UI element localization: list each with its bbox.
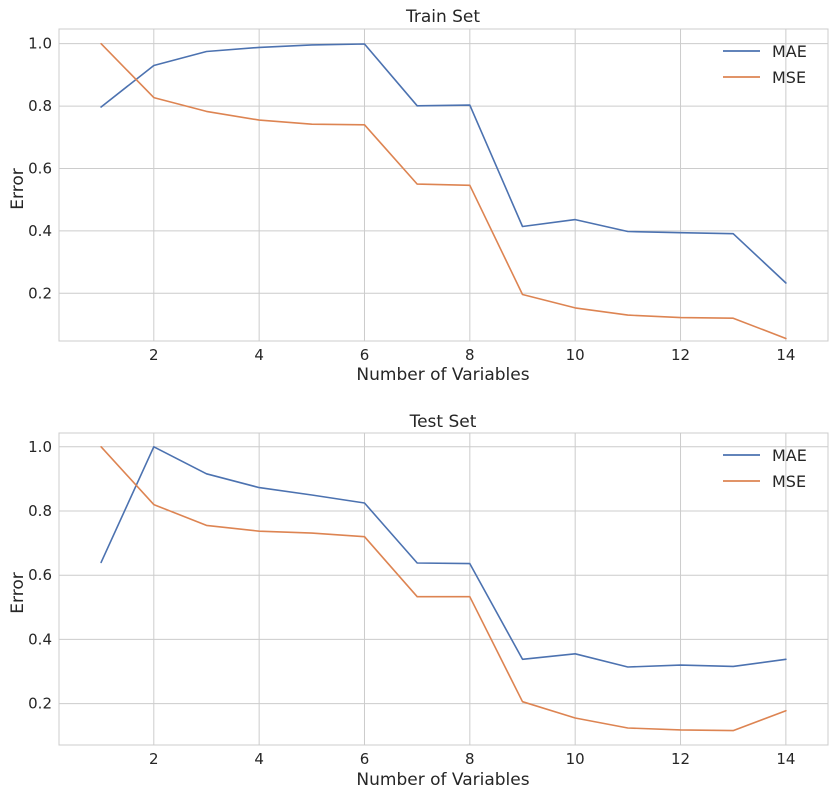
series-line-mae — [100, 43, 787, 284]
y-tick-label: 0.8 — [28, 97, 52, 115]
y-tick-label: 0.6 — [28, 159, 52, 177]
series-line-mse — [100, 445, 787, 732]
y-axis-label: Error — [8, 572, 28, 613]
x-tick-label: 2 — [149, 346, 159, 364]
x-tick-labels: 2 4 6 8 10 12 14 — [149, 750, 795, 768]
legend-label-mse: MSE — [772, 68, 806, 87]
series-lines — [100, 445, 787, 732]
y-tick-label: 1.0 — [28, 438, 52, 456]
x-axis-label: Number of Variables — [356, 770, 529, 790]
y-tick-labels: 0.2 0.4 0.6 0.8 1.0 — [28, 438, 52, 713]
train-set-panel: Train Set 2 4 6 8 10 12 14 0.2 0.4 0.6 0.8 1.0 Num… — [8, 7, 829, 385]
x-tick-label: 14 — [776, 346, 795, 364]
legend-label-mae: MAE — [772, 446, 807, 465]
y-tick-labels: 0.2 0.4 0.6 0.8 1.0 — [28, 35, 52, 303]
y-tick-label: 0.8 — [28, 502, 52, 520]
series-line-mae — [100, 445, 787, 668]
legend-label-mae: MAE — [772, 42, 807, 61]
x-tick-label: 6 — [360, 346, 370, 364]
legend: MAE MSE — [723, 446, 807, 491]
plot-frame — [58, 28, 829, 342]
y-tick-label: 0.4 — [28, 222, 52, 240]
x-tick-label: 14 — [776, 750, 795, 768]
y-tick-label: 0.2 — [28, 284, 52, 302]
test-set-panel: Test Set 2 4 6 8 10 12 14 0.2 0.4 0.6 0.8 1.0 Numb… — [8, 412, 829, 790]
chart-title: Train Set — [405, 7, 480, 27]
x-tick-labels: 2 4 6 8 10 12 14 — [149, 346, 795, 364]
x-tick-label: 10 — [566, 750, 585, 768]
x-tick-label: 4 — [254, 346, 264, 364]
y-tick-label: 1.0 — [28, 35, 52, 53]
x-tick-label: 6 — [360, 750, 370, 768]
x-tick-label: 12 — [671, 750, 690, 768]
y-tick-label: 0.2 — [28, 695, 52, 713]
x-tick-label: 12 — [671, 346, 690, 364]
grid — [59, 433, 828, 745]
x-tick-label: 10 — [566, 346, 585, 364]
x-tick-label: 8 — [465, 346, 475, 364]
y-tick-label: 0.4 — [28, 630, 52, 648]
x-tick-label: 2 — [149, 750, 159, 768]
series-line-mse — [100, 42, 787, 340]
y-axis-label: Error — [8, 168, 28, 209]
plot-frame — [58, 432, 829, 746]
chart-title: Test Set — [409, 412, 477, 432]
x-tick-label: 4 — [254, 750, 264, 768]
x-axis-label: Number of Variables — [356, 365, 529, 385]
y-tick-label: 0.6 — [28, 566, 52, 584]
x-tick-label: 8 — [465, 750, 475, 768]
series-lines — [100, 42, 787, 340]
legend: MAE MSE — [723, 42, 807, 87]
legend-label-mse: MSE — [772, 472, 806, 491]
